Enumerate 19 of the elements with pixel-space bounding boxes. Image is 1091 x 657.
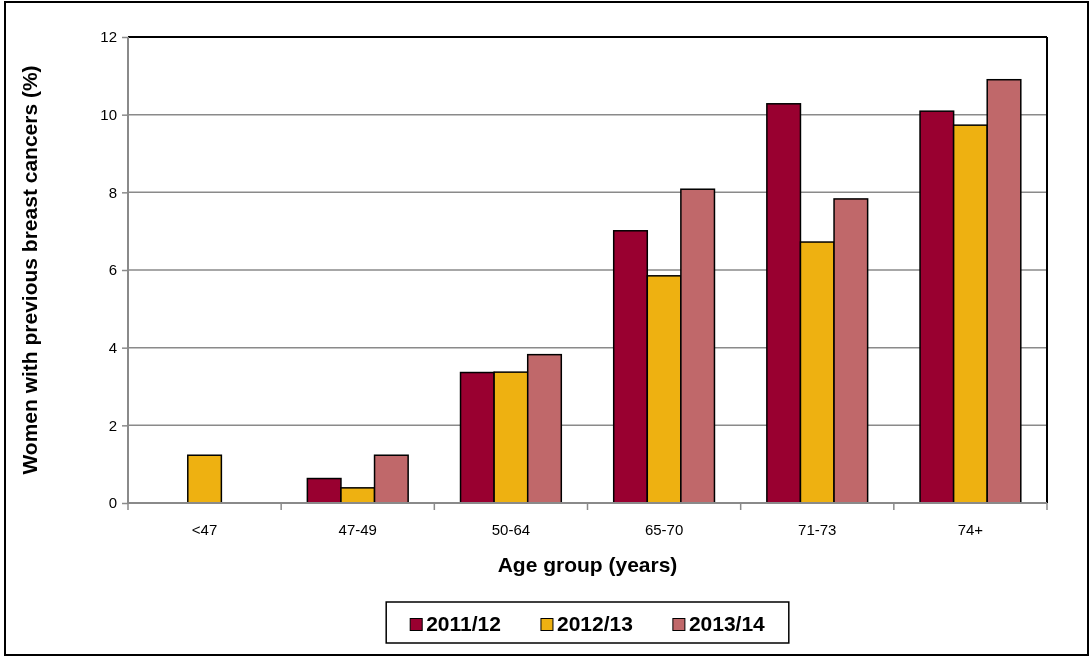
x-tick-label: 65-70 xyxy=(644,521,684,538)
y-tick-label: 6 xyxy=(108,261,117,279)
x-tick-label: 74+ xyxy=(957,521,984,538)
x-tick-label: <47 xyxy=(191,521,218,538)
x-axis-title: Age group (years) xyxy=(497,553,678,576)
x-tick-label: 71-73 xyxy=(798,521,837,538)
y-tick-label: 10 xyxy=(100,105,117,123)
x-tick-label: 47-49 xyxy=(338,521,377,538)
legend-label: 2013/14 xyxy=(688,611,766,635)
x-tick-label: 50-64 xyxy=(491,521,531,538)
y-tick-label: 4 xyxy=(108,338,117,356)
y-tick-label: 0 xyxy=(108,494,117,512)
y-axis-title: Women with previous breast cancers (%) xyxy=(18,65,41,475)
legend-label: 2012/13 xyxy=(556,611,633,635)
legend-label: 2011/12 xyxy=(426,611,501,635)
y-tick-label: 12 xyxy=(100,28,117,46)
y-tick-label: 2 xyxy=(108,416,117,434)
bar xyxy=(187,454,223,504)
y-tick-label: 8 xyxy=(108,183,117,201)
